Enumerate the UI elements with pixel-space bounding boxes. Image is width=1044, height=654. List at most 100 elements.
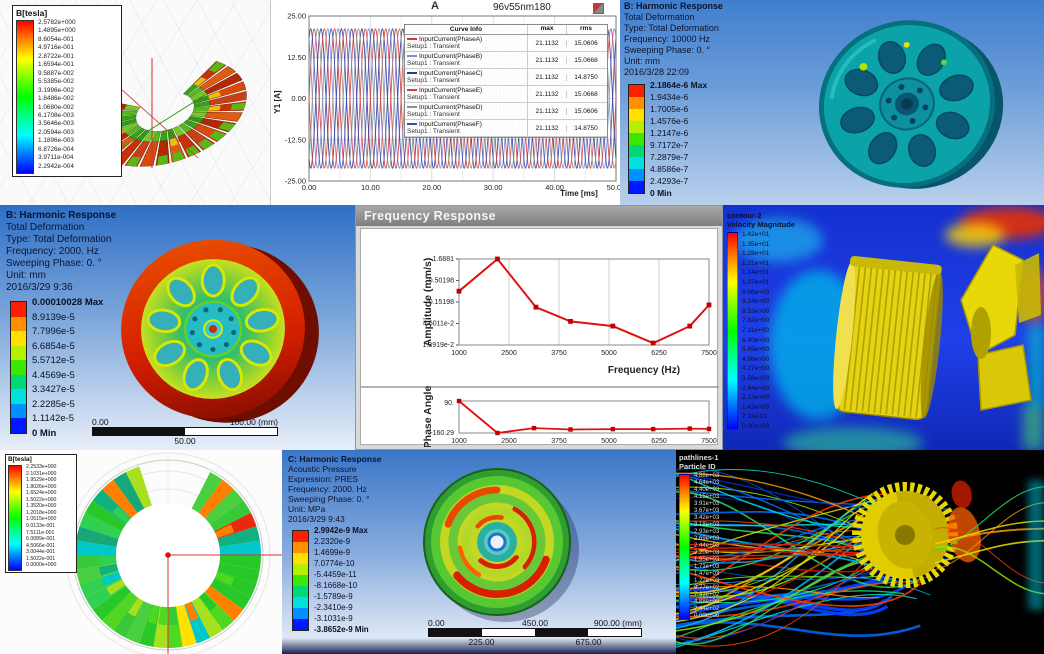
legend-value: 6.40e+00 <box>742 336 770 344</box>
legend-value: 2.9942e-9 Max <box>314 526 368 535</box>
legend-value: 1.5022e+000 <box>26 496 57 503</box>
legend-value: 1.6594e-001 <box>38 61 74 69</box>
legend-value: 1.28e+01 <box>742 250 770 258</box>
legend-value: 1.8486e-002 <box>38 95 74 103</box>
legend-value: 5.5385e-002 <box>38 78 74 86</box>
header-line: Frequency: 10000 Hz <box>624 34 711 44</box>
header-line: Unit: mm <box>6 270 46 281</box>
header-line: 2016/3/29 9:36 <box>6 282 73 293</box>
header-line: Frequency: 2000. Hz <box>288 484 367 494</box>
legend-value: 3.67e+03 <box>694 508 720 514</box>
window-titlebar[interactable]: Frequency Response <box>356 206 722 226</box>
table-row: InputCurrent(PhaseA) Setup1 : Transient 21… <box>405 35 607 52</box>
table-row: InputCurrent(PhaseB) Setup1 : Transient 21… <box>405 52 607 69</box>
tick-label: 4.6011e-2 <box>423 321 454 328</box>
legend-value: 0.00e+00 <box>694 613 720 619</box>
legend-value: 2.93e+03 <box>694 529 720 535</box>
legend-value: 2.13e+00 <box>742 394 770 402</box>
legend-value: 1.5022e-001 <box>26 555 56 562</box>
tick-label: 0.00 <box>302 183 317 192</box>
legend-value: 4.40e+03 <box>694 487 720 493</box>
tick-label: 0.15198 <box>429 299 454 306</box>
window-content: 1000 2500 3750 5000 6250 7500 1.6881 0.50198 0.1… <box>360 228 719 447</box>
deformation-legend: 2.1864e-6 Max 1.9434e-6 1.7005e-6 1.4576e-6… <box>628 80 740 198</box>
legend-value: 7.2879e-7 <box>650 152 689 162</box>
legend-value: 1.7005e-6 <box>650 104 689 114</box>
header-line: Total Deformation <box>6 222 85 233</box>
legend-value: 3.9711e-004 <box>38 154 74 162</box>
tick-label: Phase Angle <box>422 386 434 447</box>
legend-value: 1.95e+03 <box>694 557 720 563</box>
legend-value: 1.1896e-003 <box>38 137 74 145</box>
curve-color-swatch <box>407 55 417 58</box>
panel-harmonic-red[interactable]: B: Harmonic Response Total Deformation Typ… <box>0 205 355 450</box>
panel-maxwell-rotor[interactable]: B[tesla] 2.2533e+000 2.1031e+000 1.9529e+0… <box>0 450 282 654</box>
legend-title: B[tesla] <box>8 456 32 463</box>
legend-value: 1.14e+01 <box>742 269 770 277</box>
legend-value: 2.2533e+000 <box>26 464 57 470</box>
header-line: Frequency: 2000. Hz <box>6 246 99 257</box>
panel-harmonic-blue[interactable]: B: Harmonic Response Total Deformation Typ… <box>620 0 1044 205</box>
tick-label: Y1 [A] <box>273 90 282 113</box>
legend-value: 7.7996e-5 <box>32 326 75 337</box>
curve-color-swatch <box>407 89 417 92</box>
panel-frequency-response[interactable]: Frequency Response 1000 2500 3750 5000 6250 7… <box>355 205 723 450</box>
tick-label: 20.00 <box>422 183 441 192</box>
legend-value: 3.42e+03 <box>694 515 720 521</box>
wheel-viewport <box>818 20 1004 189</box>
legend-value: -8.1668e-10 <box>314 581 358 590</box>
disc-viewport <box>423 468 579 622</box>
panel-streamlines[interactable]: pathlines-1 Particle ID 4.88e+03 4.64e+03 4.… <box>676 450 1044 654</box>
header-line: 2016/3/28 22:09 <box>624 67 690 77</box>
tick-label: 3750 <box>551 350 567 357</box>
legend-colorbar <box>8 465 22 571</box>
deformation-legend: 0.00010028 Max 8.9139e-5 7.7996e-5 6.6854e-… <box>10 297 122 439</box>
tick-label: 0.50198 <box>429 278 454 285</box>
velocity-legend: contour-2 Velocity Magnitude 1.42e+01 1.35e… <box>727 211 795 430</box>
tick-label: 1000 <box>451 438 467 445</box>
header-line: Type: Total Deformation <box>6 234 112 245</box>
panel-acoustic[interactable]: C: Harmonic Response Acoustic Pressure Exp… <box>282 450 676 654</box>
legend-value: 2.44e+03 <box>694 543 720 549</box>
scale-ruler: 0.00 450.00 900.00 (mm) 225.00 675.00 <box>428 618 642 647</box>
legend-value: 1.1142e-5 <box>32 413 75 424</box>
curve-color-swatch <box>407 38 417 41</box>
impeller-blades <box>960 244 1041 411</box>
result-header: B: Harmonic Response Total Deformation Typ… <box>6 210 116 294</box>
tick-label: 0.00 <box>291 94 306 103</box>
legend-value: 1.9434e-6 <box>650 92 689 102</box>
legend-title: contour-2 <box>727 211 762 220</box>
panel-maxwell-torus[interactable]: B[tesla] 2.5782e+000 1.4895e+000 8.6054e-0… <box>0 0 270 205</box>
legend-value: 3.0044e-001 <box>26 549 56 556</box>
legend-value: 1.21e+01 <box>742 259 770 267</box>
legend-value: 1.9529e+000 <box>26 477 57 484</box>
legend-value: -1.5789e-9 <box>314 592 353 601</box>
tick-label: 40.00 <box>545 183 564 192</box>
legend-value: -5.4459e-11 <box>314 570 357 579</box>
legend-value: 2.2285e-5 <box>32 398 75 410</box>
legend-value: 0.00010028 Max <box>32 297 104 308</box>
curve-color-swatch <box>407 123 417 126</box>
legend-value: 6.6854e-5 <box>32 340 75 352</box>
legend-values: 2.5782e+000 1.4895e+000 8.6054e-001 4.9716e… <box>38 19 110 172</box>
plot-title: 96v55nm180 <box>493 2 551 13</box>
legend-value: 4.15e+03 <box>694 494 720 500</box>
tick-label: 5000 <box>601 438 617 445</box>
legend-value: 2.20e+03 <box>694 550 720 556</box>
header-line: Type: Total Deformation <box>624 23 719 33</box>
legend-value: 9.7172e-7 <box>650 140 689 150</box>
legend-value: 7.82e+00 <box>742 317 770 325</box>
legend-value: 0 Min <box>650 188 672 198</box>
panel-transient-plot[interactable]: A 96v55nm180 25.00 12.50 0.00 -12.50 -25.00 0… <box>270 0 621 205</box>
tick-label: 1000 <box>451 350 467 357</box>
legend-value: 3.5646e-003 <box>38 120 74 128</box>
legend-value: 8.53e+00 <box>742 307 770 315</box>
legend-value: 2.44e+02 <box>694 606 720 612</box>
legend-value: 2.2942e-004 <box>38 162 74 170</box>
tick-label: 50.00 <box>607 183 621 192</box>
panel-cfd-contour[interactable]: contour-2 Velocity Magnitude 1.42e+01 1.35e… <box>723 205 1044 450</box>
legend-value: 7.5111e-001 <box>26 529 55 536</box>
legend-value: 1.42e+00 <box>742 403 770 411</box>
cfd-viewport <box>723 205 1044 450</box>
legend-value: -3.1031e-9 <box>314 614 353 623</box>
